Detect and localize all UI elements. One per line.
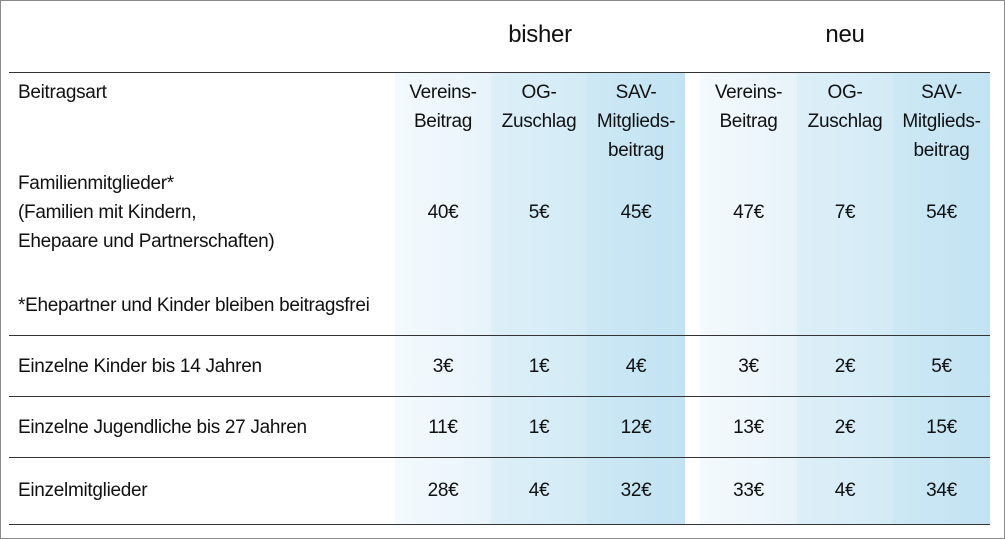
- table-cell: 5€: [931, 356, 952, 377]
- table-cell: 4€: [834, 480, 856, 501]
- table-cell: 3€: [738, 356, 759, 377]
- table-cell: 47€: [733, 202, 764, 223]
- table-cell: 15€: [926, 417, 957, 438]
- column-bg-bisher-sav-beitrag: [587, 73, 685, 525]
- table-cell: 2€: [834, 417, 856, 438]
- table-cell: 12€: [620, 417, 652, 438]
- column-header: Vereins- Beitrag: [409, 82, 477, 132]
- column-header: OG- Zuschlag: [501, 82, 577, 132]
- column-header: SAV- Mitglieds- beitrag: [596, 82, 676, 161]
- column-bg-neu-vereinsbeitrag: [700, 73, 797, 525]
- table-cell: 1€: [528, 417, 550, 438]
- table-cell: 34€: [926, 480, 957, 501]
- table-cell: 7€: [834, 202, 856, 223]
- row-header-label: Beitragsart: [18, 82, 107, 103]
- table-cell: 4€: [528, 480, 550, 501]
- group-header-bisher: bisher: [508, 21, 572, 48]
- column-bg-bisher-vereinsbeitrag: [395, 73, 491, 525]
- row-divider: [9, 335, 990, 336]
- table-cell: 5€: [528, 202, 550, 223]
- column-header: OG- Zuschlag: [807, 82, 883, 132]
- table-cell: 33€: [733, 480, 764, 501]
- table-cell: 54€: [926, 202, 957, 223]
- column-bg-neu-sav-beitrag: [893, 73, 990, 525]
- table-cell: 3€: [432, 356, 454, 377]
- header-divider: [9, 72, 990, 73]
- row-label-einzelmitglieder: Einzelmitglieder: [18, 480, 148, 501]
- row-divider: [9, 457, 990, 458]
- column-bg-bisher-og-zuschlag: [491, 73, 587, 525]
- table-cell: 45€: [620, 202, 652, 223]
- table-cell: 4€: [625, 356, 647, 377]
- group-header-neu: neu: [825, 21, 865, 48]
- column-header: SAV- Mitglieds- beitrag: [902, 82, 981, 161]
- column-header: Vereins- Beitrag: [714, 82, 783, 132]
- row-label-einzelne-jugendliche: Einzelne Jugendliche bis 27 Jahren: [18, 417, 307, 438]
- row-label-familienmitglieder: Familienmitglieder* (Familien mit Kinder…: [18, 173, 275, 252]
- table-cell: 40€: [427, 202, 459, 223]
- table-cell: 1€: [528, 356, 550, 377]
- row-note-familienmitglieder: *Ehepartner und Kinder bleiben beitragsf…: [18, 295, 370, 316]
- table-cell: 28€: [427, 480, 459, 501]
- table-cell: 32€: [620, 480, 652, 501]
- table-cell: 11€: [428, 417, 458, 438]
- table-cell: 13€: [733, 417, 764, 438]
- row-divider: [9, 396, 990, 397]
- row-label-einzelne-kinder: Einzelne Kinder bis 14 Jahren: [18, 356, 262, 377]
- table-cell: 2€: [834, 356, 856, 377]
- column-bg-neu-og-zuschlag: [797, 73, 893, 525]
- table-bottom-rule: [9, 524, 990, 525]
